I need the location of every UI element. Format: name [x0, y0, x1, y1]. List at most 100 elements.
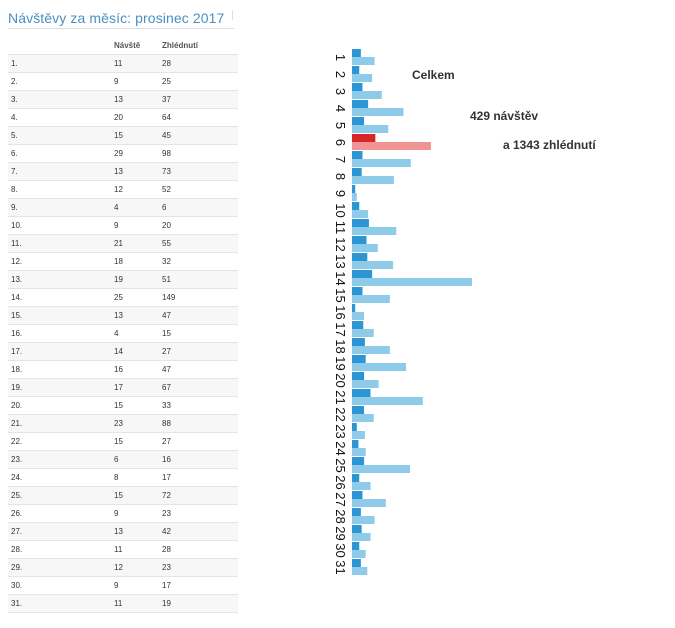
- table-cell-visits: 9: [111, 72, 159, 91]
- visits-bar[interactable]: [352, 236, 367, 244]
- visits-bar[interactable]: [352, 338, 365, 346]
- views-bar[interactable]: [352, 312, 365, 320]
- table-cell-visits: 25: [111, 288, 159, 307]
- visits-bar[interactable]: [352, 134, 376, 142]
- day-tick-label: 30: [333, 543, 348, 557]
- table-cell-visits: 4: [111, 324, 159, 343]
- visits-bar[interactable]: [352, 406, 365, 414]
- table-cell-visits: 14: [111, 342, 159, 361]
- table-row: 12. 18 32: [8, 252, 238, 271]
- views-bar[interactable]: [352, 363, 406, 371]
- views-bar[interactable]: [352, 550, 366, 558]
- daily-visits-chart: 1234567891011121314151617181920212223242…: [333, 49, 472, 575]
- visits-bar[interactable]: [352, 525, 362, 533]
- table-row: 5. 15 45: [8, 126, 238, 145]
- visits-bar[interactable]: [352, 185, 356, 193]
- visits-bar[interactable]: [352, 389, 371, 397]
- table-cell-day: 3.: [8, 90, 111, 109]
- table-cell-views: 37: [159, 90, 238, 109]
- views-bar[interactable]: [352, 414, 374, 422]
- visits-bar[interactable]: [352, 321, 364, 329]
- views-bar[interactable]: [352, 244, 378, 252]
- visits-bar[interactable]: [352, 202, 360, 210]
- table-cell-visits: 9: [111, 504, 159, 523]
- views-bar[interactable]: [352, 210, 369, 218]
- day-tick-label: 29: [333, 526, 348, 540]
- column-header-visits[interactable]: Návště: [114, 40, 141, 50]
- views-bar[interactable]: [352, 499, 386, 507]
- views-bar[interactable]: [352, 227, 397, 235]
- table-cell-day: 29.: [8, 558, 111, 577]
- table-row: 22. 15 27: [8, 432, 238, 451]
- day-tick-label: 11: [333, 221, 348, 235]
- visits-bar[interactable]: [352, 168, 362, 176]
- table-body: 1. 11 28 2. 9 25 3. 13 37 4. 20 64 5. 15 45 6. 29 98 7. 13 7…: [8, 54, 238, 613]
- column-header-views[interactable]: Zhlédnutí: [162, 40, 198, 50]
- visits-bar[interactable]: [352, 49, 361, 57]
- table-cell-views: 45: [159, 126, 238, 145]
- visits-bar[interactable]: [352, 151, 363, 159]
- table-cell-views: 25: [159, 72, 238, 91]
- visits-bar[interactable]: [352, 440, 359, 448]
- views-bar[interactable]: [352, 465, 410, 473]
- table-row: 13. 19 51: [8, 270, 238, 289]
- views-bar[interactable]: [352, 431, 365, 439]
- day-tick-label: 3: [333, 88, 348, 95]
- views-bar[interactable]: [352, 142, 431, 150]
- views-bar[interactable]: [352, 482, 371, 490]
- views-bar[interactable]: [352, 448, 366, 456]
- views-bar[interactable]: [352, 516, 375, 524]
- visits-bar[interactable]: [352, 508, 361, 516]
- views-bar[interactable]: [352, 346, 390, 354]
- day-tick-label: 9: [333, 190, 348, 197]
- views-bar[interactable]: [352, 57, 375, 65]
- views-bar[interactable]: [352, 125, 389, 133]
- views-bar[interactable]: [352, 329, 374, 337]
- day-tick-label: 2: [333, 71, 348, 78]
- visits-bar[interactable]: [352, 66, 360, 74]
- visits-bar[interactable]: [352, 372, 365, 380]
- table-row: 28. 11 28: [8, 540, 238, 559]
- views-bar[interactable]: [352, 567, 368, 575]
- visits-bar[interactable]: [352, 219, 369, 227]
- visits-bar[interactable]: [352, 491, 363, 499]
- visits-bar[interactable]: [352, 355, 366, 363]
- visits-bar[interactable]: [352, 83, 363, 91]
- visits-bar[interactable]: [352, 423, 357, 431]
- day-tick-label: 31: [333, 560, 348, 574]
- visits-bar[interactable]: [352, 457, 365, 465]
- day-tick-label: 28: [333, 509, 348, 523]
- views-bar[interactable]: [352, 74, 373, 82]
- visits-bar[interactable]: [352, 117, 365, 125]
- table-cell-views: 28: [159, 540, 238, 559]
- visits-bar[interactable]: [352, 253, 368, 261]
- table-cell-visits: 21: [111, 234, 159, 253]
- visits-bar[interactable]: [352, 474, 360, 482]
- column-header-day[interactable]: [8, 36, 111, 55]
- views-bar[interactable]: [352, 108, 404, 116]
- views-bar[interactable]: [352, 91, 382, 99]
- views-bar[interactable]: [352, 193, 357, 201]
- table-cell-views: 15: [159, 324, 238, 343]
- table-cell-visits: 9: [111, 576, 159, 595]
- views-bar[interactable]: [352, 278, 472, 286]
- views-bar[interactable]: [352, 397, 423, 405]
- visits-bar[interactable]: [352, 559, 361, 567]
- visits-bar[interactable]: [352, 304, 356, 312]
- views-bar[interactable]: [352, 159, 411, 167]
- visits-bar[interactable]: [352, 542, 360, 550]
- views-bar[interactable]: [352, 176, 394, 184]
- table-row: 26. 9 23: [8, 504, 238, 523]
- day-tick-label: 4: [333, 105, 348, 112]
- views-bar[interactable]: [352, 533, 371, 541]
- visits-bar[interactable]: [352, 287, 363, 295]
- views-bar[interactable]: [352, 380, 379, 388]
- views-bar[interactable]: [352, 261, 394, 269]
- table-cell-views: 23: [159, 504, 238, 523]
- table-row: 11. 21 55: [8, 234, 238, 253]
- visits-bar[interactable]: [352, 270, 373, 278]
- visits-bar[interactable]: [352, 100, 369, 108]
- table-cell-views: 42: [159, 522, 238, 541]
- table-cell-visits: 29: [111, 144, 159, 163]
- views-bar[interactable]: [352, 295, 390, 303]
